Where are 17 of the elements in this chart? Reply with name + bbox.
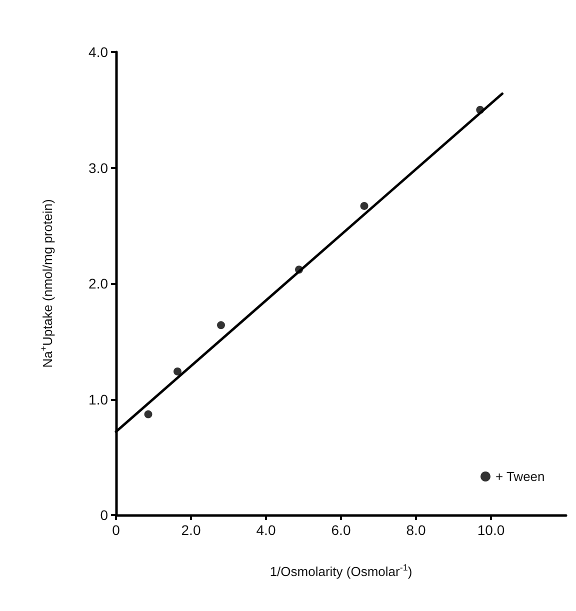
x-tick-label: 0 <box>112 522 120 538</box>
y-axis-title: Na+Uptake (nmol/mg protein) <box>38 199 55 368</box>
point <box>144 410 152 418</box>
y-tick-label: 0 <box>100 507 108 523</box>
point <box>217 321 225 330</box>
x-tick-label: 10.0 <box>477 522 505 538</box>
y-tick-label: 2.0 <box>88 276 108 292</box>
point <box>174 367 182 376</box>
x-tick-label: 4.0 <box>256 522 276 538</box>
point <box>360 202 368 210</box>
x-tick-label: 6.0 <box>331 522 351 538</box>
y-tick-label: 4.0 <box>88 44 108 60</box>
y-tick-label: 1.0 <box>88 391 108 408</box>
x-tick-label: 2.0 <box>181 522 201 538</box>
legend-label: + Tween <box>495 469 545 484</box>
x-tick-label: 8.0 <box>406 522 426 538</box>
y-tick-label: 3.0 <box>88 160 108 176</box>
